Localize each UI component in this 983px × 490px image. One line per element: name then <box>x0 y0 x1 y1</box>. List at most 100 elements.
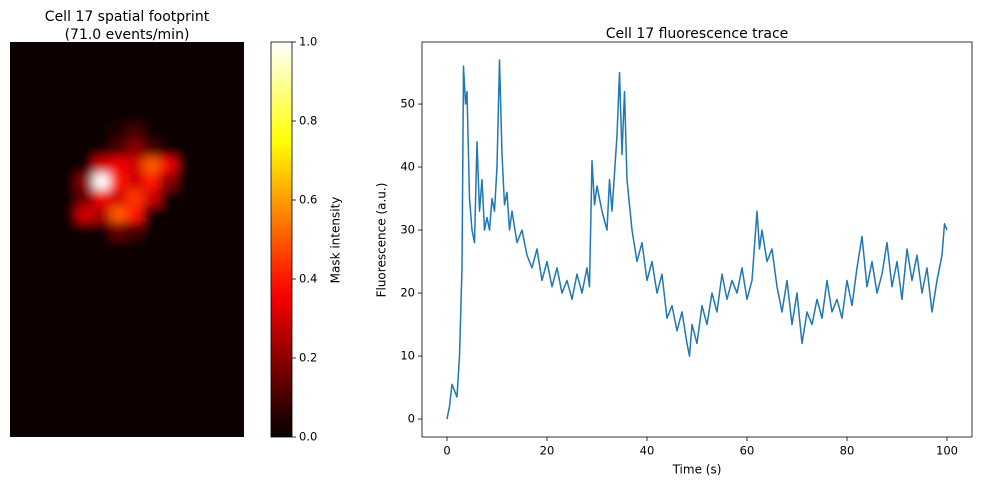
heatmap-cell <box>143 271 161 290</box>
heatmap-cell <box>226 271 244 290</box>
heatmap-cell <box>159 321 178 339</box>
heatmap-cell <box>26 57 44 76</box>
heatmap-cell <box>93 123 111 142</box>
heatmap-cell <box>143 354 161 372</box>
heatmap-cell <box>143 42 161 59</box>
heatmap-cell <box>76 123 95 142</box>
heatmap-cell <box>109 354 128 372</box>
heatmap-cell <box>76 156 95 175</box>
heatmap-cell <box>59 337 78 356</box>
heatmap-cell <box>76 173 95 191</box>
heatmap-cell <box>193 156 212 175</box>
heatmap-cell <box>26 304 44 323</box>
heatmap-cell <box>226 74 244 92</box>
heatmap-cell <box>93 239 111 257</box>
heatmap-cell <box>109 255 128 273</box>
heatmap-cell <box>210 222 228 240</box>
heatmap-cell <box>226 255 244 273</box>
y-tick-label: 50 <box>400 97 415 111</box>
heatmap-cell <box>193 140 212 158</box>
heatmap-cell <box>126 255 145 273</box>
heatmap-cell <box>143 387 161 405</box>
heatmap-cell <box>226 239 244 257</box>
heatmap-cell <box>159 42 178 59</box>
heatmap-cell <box>76 370 95 389</box>
heatmap-cell <box>210 206 228 224</box>
heatmap-cell <box>93 57 111 76</box>
heatmap-cell <box>109 107 128 125</box>
heatmap-cell <box>93 156 111 175</box>
heatmap-cell <box>176 107 195 125</box>
heatmap-cell <box>193 57 212 76</box>
heatmap-cell <box>109 370 128 389</box>
heatmap-cell <box>210 304 228 323</box>
heatmap-cell <box>143 420 161 437</box>
heatmap-cell <box>126 403 145 422</box>
heatmap-cell <box>59 173 78 191</box>
heatmap-cell <box>143 304 161 323</box>
heatmap-cell <box>10 420 28 437</box>
heatmap-cell <box>26 354 44 372</box>
heatmap-cell <box>210 387 228 405</box>
heatmap-cell <box>176 387 195 405</box>
heatmap-cell <box>159 387 178 405</box>
heatmap-cell <box>159 239 178 257</box>
heatmap-cell <box>109 173 128 191</box>
heatmap-cell <box>159 222 178 240</box>
heatmap-cell <box>42 403 61 422</box>
heatmap-cell <box>193 222 212 240</box>
heatmap-cell <box>159 420 178 437</box>
heatmap-cell <box>10 370 28 389</box>
heatmap-cell <box>76 304 95 323</box>
heatmap-cell <box>143 140 161 158</box>
heatmap-cell <box>76 90 95 109</box>
heatmap-cell <box>210 403 228 422</box>
heatmap-cell <box>93 42 111 59</box>
heatmap-cell <box>26 107 44 125</box>
heatmap-cell <box>93 321 111 339</box>
heatmap-cell <box>126 156 145 175</box>
heatmap-cell <box>93 370 111 389</box>
heatmap-cell <box>76 140 95 158</box>
heatmap-cell <box>109 304 128 323</box>
heatmap-cell <box>226 57 244 76</box>
heatmap-cell <box>26 420 44 437</box>
x-tick-label: 80 <box>840 444 855 458</box>
heatmap-cell <box>26 271 44 290</box>
heatmap-cell <box>59 354 78 372</box>
heatmap-cell <box>176 57 195 76</box>
heatmap-cell <box>143 156 161 175</box>
heatmap-cell <box>126 370 145 389</box>
heatmap-cell <box>126 271 145 290</box>
heatmap-cell <box>176 74 195 92</box>
heatmap-cell <box>59 74 78 92</box>
heatmap-cell <box>10 354 28 372</box>
heatmap-cell <box>42 321 61 339</box>
colorbar-tick-label: 1.0 <box>299 35 317 49</box>
colorbar-tick-label: 0.6 <box>299 193 317 207</box>
heatmap-cell <box>126 42 145 59</box>
heatmap-cell <box>59 370 78 389</box>
heatmap-cell <box>226 337 244 356</box>
heatmap-cell <box>210 156 228 175</box>
x-tick-label: 0 <box>443 444 450 458</box>
heatmap-cell <box>210 123 228 142</box>
heatmap-cell <box>176 420 195 437</box>
heatmap-cell <box>76 403 95 422</box>
heatmap-cell <box>176 90 195 109</box>
heatmap-cell <box>76 337 95 356</box>
heatmap-cell <box>176 403 195 422</box>
heatmap-cell <box>42 239 61 257</box>
heatmap-cell <box>109 321 128 339</box>
heatmap-cell <box>143 206 161 224</box>
heatmap-cell <box>42 288 61 306</box>
heatmap-cell <box>26 321 44 339</box>
heatmap-cell <box>59 271 78 290</box>
heatmap-cell <box>193 288 212 306</box>
heatmap-cell <box>193 255 212 273</box>
heatmap-cell <box>59 57 78 76</box>
heatmap-cell <box>176 239 195 257</box>
heatmap-cell <box>126 57 145 76</box>
heatmap-cell <box>109 403 128 422</box>
